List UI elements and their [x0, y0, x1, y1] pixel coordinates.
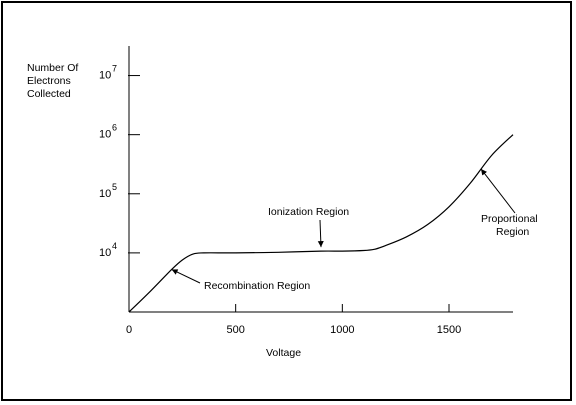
x-tick-label: 1500 [437, 324, 461, 336]
x-axis-label: Voltage [266, 347, 301, 359]
series-line [128, 134, 514, 313]
x-ticks: 0 500 1000 1500 [126, 304, 461, 336]
annotation-recombination: Recombination Region [171, 268, 310, 292]
annotation-proportional-label: Proportional [481, 213, 538, 225]
annotation-ionization-label: Ionization Region [268, 206, 349, 218]
annotation-recombination-label: Recombination Region [204, 280, 310, 292]
x-tick-label: 0 [126, 324, 132, 336]
figure-frame [1, 1, 572, 401]
annotation-ionization: Ionization Region [268, 206, 349, 248]
y-axis-label: Number Of Electrons Collected [27, 62, 78, 100]
y-tick-label-base: 10 [99, 129, 111, 141]
y-tick-label-base: 10 [99, 188, 111, 200]
annotation-proportional-label: Region [496, 226, 529, 238]
x-tick-label: 500 [226, 324, 244, 336]
y-tick-label-exponent: 5 [112, 182, 117, 192]
y-tick-label-base: 10 [99, 70, 111, 82]
y-axis-label-line: Electrons [27, 75, 71, 87]
y-axis-label-line: Collected [27, 88, 71, 100]
x-tick-label: 1000 [330, 324, 354, 336]
y-tick-label-exponent: 4 [112, 241, 117, 251]
y-tick-label-exponent: 6 [112, 123, 117, 133]
y-tick-label-base: 10 [99, 247, 111, 259]
y-axis-label-line: Number Of [27, 62, 78, 74]
y-tick-label-exponent: 7 [112, 64, 117, 74]
annotation-proportional-arrow [480, 168, 516, 214]
annotation-ionization-arrow [317, 219, 324, 248]
annotation-recombination-arrow [171, 268, 201, 284]
annotation-proportional: Proportional Region [480, 168, 538, 238]
